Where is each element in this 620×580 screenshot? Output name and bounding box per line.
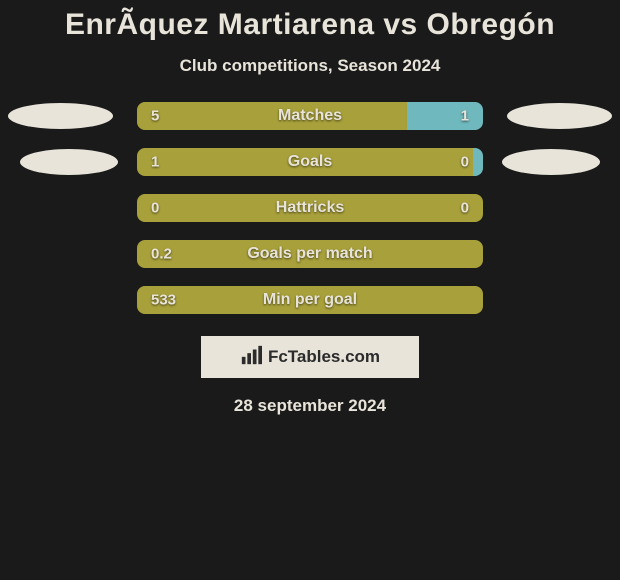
source-badge[interactable]: FcTables.com	[201, 336, 419, 378]
bar-right-segment	[473, 148, 483, 176]
left-value: 5	[151, 108, 159, 125]
stat-label: Goals per match	[247, 245, 372, 263]
page-title: EnrÃ­quez Martiarena vs Obregón	[0, 8, 620, 42]
left-value: 0.2	[151, 246, 172, 263]
stat-bar: 5 1 Matches	[137, 102, 483, 130]
right-value: 0	[461, 200, 469, 217]
stat-row: 0 0 Hattricks	[0, 194, 620, 222]
left-ellipse	[20, 149, 118, 175]
bars-icon	[240, 344, 262, 371]
stat-row: 533 Min per goal	[0, 286, 620, 314]
right-ellipse	[507, 103, 612, 129]
left-value: 0	[151, 200, 159, 217]
stats-comparison-card: EnrÃ­quez Martiarena vs Obregón Club com…	[0, 0, 620, 416]
stat-row: 0.2 Goals per match	[0, 240, 620, 268]
stat-row: 5 1 Matches	[0, 102, 620, 130]
stat-label: Matches	[278, 107, 342, 125]
subtitle: Club competitions, Season 2024	[0, 56, 620, 76]
stat-row: 1 0 Goals	[0, 148, 620, 176]
stat-bar: 0 0 Hattricks	[137, 194, 483, 222]
left-value: 533	[151, 292, 176, 309]
stat-rows: 5 1 Matches 1 0 Goals 0 0 Hattricks 0.2 Goals per …	[0, 102, 620, 314]
bar-left-segment	[137, 102, 407, 130]
stat-bar: 0.2 Goals per match	[137, 240, 483, 268]
left-ellipse	[8, 103, 113, 129]
stat-bar: 533 Min per goal	[137, 286, 483, 314]
badge-wrap: FcTables.com	[0, 336, 620, 378]
badge-text: FcTables.com	[268, 347, 380, 367]
footer-date: 28 september 2024	[0, 396, 620, 416]
stat-bar: 1 0 Goals	[137, 148, 483, 176]
bar-right-segment	[407, 102, 483, 130]
stat-label: Hattricks	[276, 199, 344, 217]
stat-label: Goals	[288, 153, 332, 171]
right-value: 1	[461, 108, 469, 125]
right-ellipse	[502, 149, 600, 175]
right-value: 0	[461, 154, 469, 171]
left-value: 1	[151, 154, 159, 171]
stat-label: Min per goal	[263, 291, 357, 309]
